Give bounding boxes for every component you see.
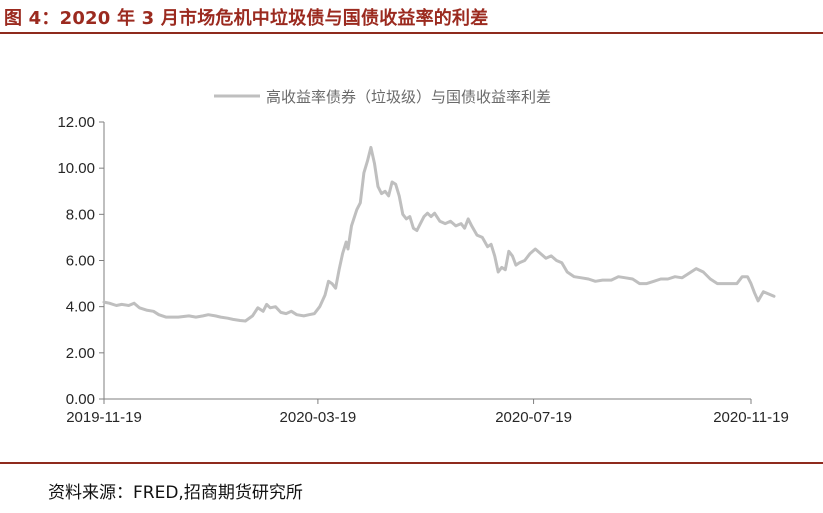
figure-title: 图 4：2020 年 3 月市场危机中垃圾债与国债收益率的利差 [4,8,489,29]
line-chart: 高收益率债券（垃圾级）与国债收益率利差 0.00 2.00 4.00 6.00 8.00… [57,88,789,426]
x-tick-label: 2020-11-19 [713,409,789,426]
series-line-0 [102,145,776,323]
series-layer [102,145,776,323]
y-tick-label: 6.00 [66,253,95,270]
y-tick-label: 0.00 [66,391,95,408]
chart-legend: 高收益率债券（垃圾级）与国债收益率利差 [214,88,551,106]
y-tick-label: 10.00 [57,160,95,177]
y-tick-label: 12.00 [57,114,95,131]
source-note: 资料来源：FRED,招商期货研究所 [48,483,303,503]
x-axis-ticks: 2019-11-19 2020-03-19 2020-07-19 2020-11-19 [66,399,789,426]
x-tick-label: 2020-03-19 [280,409,357,426]
source-rule [0,462,823,464]
y-tick-label: 8.00 [66,206,95,223]
y-tick-label: 2.00 [66,345,95,362]
y-axis-ticks: 0.00 2.00 4.00 6.00 8.00 10.00 12.00 [57,114,104,408]
title-rule [0,32,823,34]
chart-axes [103,122,751,400]
legend-label: 高收益率债券（垃圾级）与国债收益率利差 [266,88,551,106]
y-tick-label: 4.00 [66,299,95,316]
x-tick-label: 2019-11-19 [66,409,142,426]
x-tick-label: 2020-07-19 [495,409,572,426]
